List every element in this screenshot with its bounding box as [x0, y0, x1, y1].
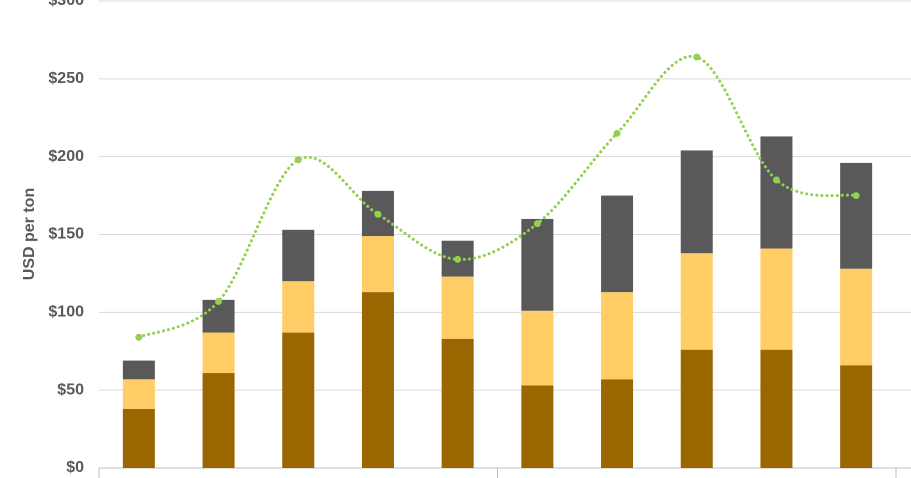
bar-segment	[282, 332, 315, 468]
y-tick-label: $150	[48, 226, 84, 243]
bar-segment	[122, 408, 155, 468]
bar-segment	[282, 281, 315, 333]
bar-segment	[361, 236, 394, 293]
bar-segment	[521, 218, 554, 311]
y-tick-label: $300	[48, 0, 84, 9]
bar-segment	[521, 385, 554, 468]
bar-segment	[441, 338, 474, 468]
line-marker	[852, 192, 860, 200]
bar-segment	[521, 310, 554, 386]
bar-segment	[840, 365, 873, 468]
bar-segment	[122, 379, 155, 409]
bar-segment	[282, 229, 315, 282]
line-marker	[693, 53, 701, 61]
y-axis-title: USD per ton	[21, 188, 38, 280]
y-tick-label: $100	[48, 304, 84, 321]
bar-segment	[760, 136, 793, 249]
bar-segment	[840, 162, 873, 269]
line-marker	[374, 210, 382, 218]
line-marker	[454, 255, 462, 263]
bar-segment	[202, 299, 235, 333]
bar-segment	[760, 248, 793, 350]
bar-segment	[760, 349, 793, 468]
line-marker	[294, 156, 302, 164]
bar-segment	[680, 253, 713, 350]
bar-segment	[601, 379, 634, 468]
bar-segment	[202, 332, 235, 374]
bar-segment	[601, 292, 634, 380]
line-marker	[135, 333, 143, 341]
line-marker	[533, 220, 541, 228]
line-marker	[215, 297, 223, 305]
y-tick-label: $250	[48, 70, 84, 87]
line-series	[137, 54, 858, 339]
y-tick-label: $50	[57, 381, 84, 398]
line-marker	[772, 176, 780, 184]
line-marker	[613, 129, 621, 137]
bar-segment	[441, 276, 474, 339]
bar-segment	[680, 150, 713, 254]
y-tick-label: $0	[66, 459, 84, 476]
bar-segment	[202, 373, 235, 468]
bar-segment	[122, 360, 155, 380]
bar-segment	[680, 349, 713, 468]
y-tick-label: $200	[48, 148, 84, 165]
bar-segment	[361, 292, 394, 468]
bar-segment	[840, 268, 873, 366]
bar-segment	[601, 195, 634, 293]
